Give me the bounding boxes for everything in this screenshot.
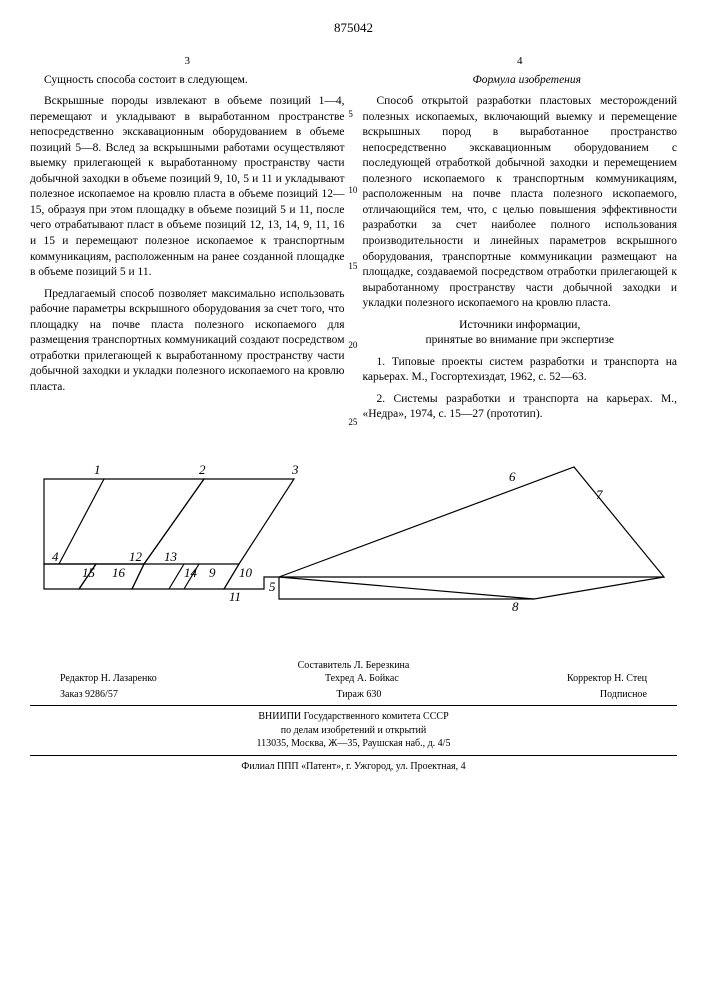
document-number: 875042 [30, 20, 677, 36]
left-column: 3 Сущность способа состоит в следующем. … [30, 54, 345, 429]
sources-title: Источники информации, [363, 318, 678, 334]
footer-copies: Тираж 630 [336, 688, 381, 702]
page: 875042 5 10 15 20 25 3 Сущность способа … [0, 0, 707, 793]
footer-sub: Подписное [600, 688, 647, 702]
formula-title: Формула изобретения [363, 73, 678, 89]
diagram-label: 15 [82, 565, 96, 580]
line-num: 25 [348, 418, 357, 427]
diagram-label: 16 [112, 565, 126, 580]
diagram-label: 6 [509, 469, 516, 484]
line-num: 5 [348, 110, 353, 119]
source-item: 2. Системы разработки и транспорта на ка… [363, 392, 678, 423]
footer-tech: Техред А. Бойкас [325, 672, 399, 686]
diagram-label: 12 [129, 549, 143, 564]
para: Сущность способа состоит в следующем. [30, 73, 345, 89]
footer-addr2: Филиал ППП «Патент», г. Ужгород, ул. Про… [30, 760, 677, 774]
diagram-label: 14 [184, 565, 198, 580]
line-num: 20 [348, 341, 357, 350]
diagram-label: 4 [52, 549, 59, 564]
claim: Способ открытой разработки пластовых мес… [363, 94, 678, 311]
diagram-label: 10 [239, 565, 253, 580]
diagram-label: 8 [512, 599, 519, 614]
sources-subtitle: принятые во внимание при экспертизе [363, 333, 678, 349]
para: Предлагаемый способ позволяет максимальн… [30, 287, 345, 396]
line-num: 10 [348, 186, 357, 195]
diagram-label: 13 [164, 549, 178, 564]
diagram-label: 5 [269, 579, 276, 594]
diagram-label: 7 [596, 487, 603, 502]
diagram-label: 9 [209, 565, 216, 580]
page-number-left: 3 [30, 54, 345, 69]
footer: Составитель Л. Березкина Редактор Н. Лаз… [30, 659, 677, 774]
footer-org1: ВНИИПИ Государственного комитета СССР [30, 710, 677, 724]
para: Вскрышные породы извлекают в объеме пози… [30, 94, 345, 280]
line-num: 15 [348, 262, 357, 271]
right-column: 4 Формула изобретения Способ открытой ра… [363, 54, 678, 429]
diagram-label: 3 [291, 462, 299, 477]
footer-compiler: Составитель Л. Березкина [30, 659, 677, 673]
footer-org2: по делам изобретений и открытий [30, 724, 677, 738]
diagram-label: 2 [199, 462, 206, 477]
footer-order: Заказ 9286/57 [60, 688, 118, 702]
text-columns: 5 10 15 20 25 3 Сущность способа состоит… [30, 54, 677, 429]
source-item: 1. Типовые проекты систем разработки и т… [363, 355, 678, 386]
footer-corrector: Корректор Н. Стец [567, 672, 647, 686]
cross-section-diagram: 1 2 3 4 5 6 7 8 9 10 11 12 13 14 15 16 [34, 449, 674, 619]
footer-addr1: 113035, Москва, Ж—35, Раушская наб., д. … [30, 737, 677, 751]
footer-editor: Редактор Н. Лазаренко [60, 672, 157, 686]
diagram-label: 1 [94, 462, 101, 477]
page-number-right: 4 [363, 54, 678, 69]
diagram-label: 11 [229, 589, 241, 604]
